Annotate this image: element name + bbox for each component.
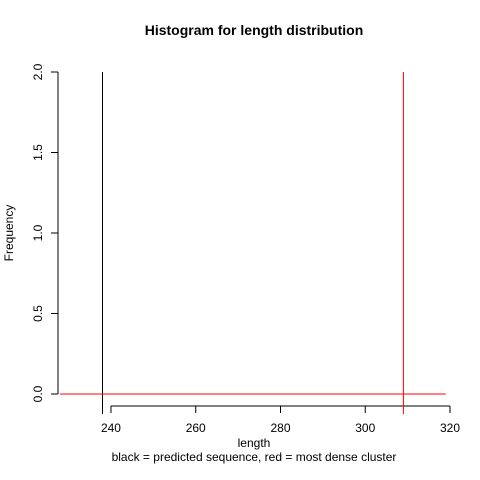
x-tick-label: 320 [440,421,460,435]
x-tick-label: 260 [186,421,206,435]
x-tick-label: 280 [270,421,290,435]
y-tick-label: 1.0 [31,224,45,241]
y-axis: 0.0 0.5 1.0 1.5 2.0 [31,63,59,402]
chart-title: Histogram for length distribution [145,22,364,38]
x-axis-title: length [238,436,271,450]
y-tick-label: 0.0 [31,385,45,402]
x-axis: 240 260 280 300 320 [101,405,460,435]
chart-subtitle: black = predicted sequence, red = most d… [112,450,397,464]
plot-marks [60,72,446,414]
x-tick-label: 300 [355,421,375,435]
y-tick-label: 1.5 [31,144,45,161]
x-tick-label: 240 [101,421,121,435]
y-axis-title: Frequency [2,205,16,262]
y-tick-label: 2.0 [31,63,45,80]
y-tick-label: 0.5 [31,305,45,322]
